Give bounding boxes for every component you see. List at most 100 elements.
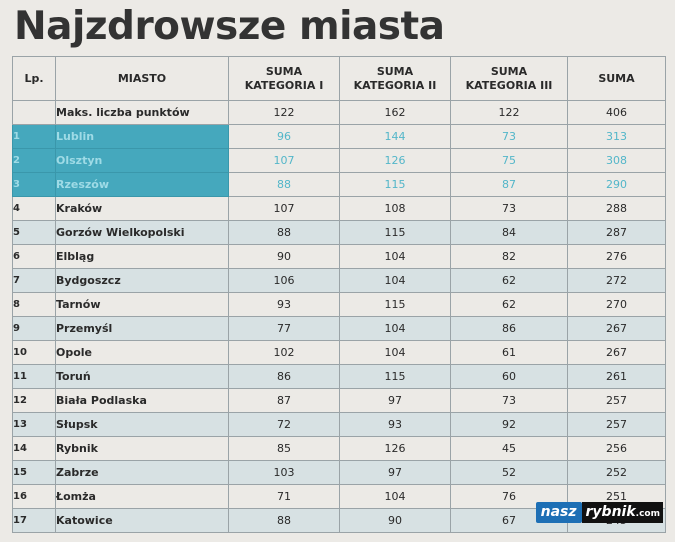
sum-cell: 308	[567, 148, 666, 173]
category-3-cell: 61	[450, 340, 568, 365]
category-1-cell: 77	[228, 316, 340, 341]
category-2-cell: 108	[339, 196, 451, 221]
category-3-cell: 52	[450, 460, 568, 485]
category-2-cell: 144	[339, 124, 451, 149]
sum-cell: 256	[567, 436, 666, 461]
category-2-cell: 104	[339, 484, 451, 509]
city-cell: Tarnów	[55, 292, 229, 317]
column-header-category-3-line-1: SUMA	[490, 64, 528, 78]
max-points-sum: 406	[567, 100, 666, 125]
column-header-category-1-line-2: KATEGORIA I	[244, 78, 324, 92]
table-row: 6 Elbląg 90 104 82 276	[12, 244, 666, 269]
rank-cell: 9	[12, 316, 56, 341]
page-title: Najzdrowsze miasta	[14, 4, 445, 49]
rank-cell: 16	[12, 484, 56, 509]
table-row: 16 Łomża 71 104 76 251	[12, 484, 666, 509]
sum-cell: 257	[567, 412, 666, 437]
rank-cell: 1	[12, 124, 56, 149]
table-row: 4 Kraków 107 108 73 288	[12, 196, 666, 221]
max-points-category-2: 162	[339, 100, 451, 125]
category-3-cell: 73	[450, 388, 568, 413]
category-1-cell: 85	[228, 436, 340, 461]
column-header-category-2-line-2: KATEGORIA II	[353, 78, 437, 92]
city-cell: Katowice	[55, 508, 229, 533]
max-points-label: Maks. liczba punktów	[55, 100, 229, 125]
column-header-category-1-line-1: SUMA	[265, 64, 303, 78]
rank-cell: 12	[12, 388, 56, 413]
city-cell: Toruń	[55, 364, 229, 389]
column-header-category-3: SUMA KATEGORIA III	[450, 56, 568, 101]
city-cell: Łomża	[55, 484, 229, 509]
category-1-cell: 88	[228, 172, 340, 197]
category-1-cell: 107	[228, 196, 340, 221]
table-row: 14 Rybnik 85 126 45 256	[12, 436, 666, 461]
category-1-cell: 102	[228, 340, 340, 365]
watermark-logo-name: rybnik	[585, 504, 636, 520]
category-3-cell: 84	[450, 220, 568, 245]
category-2-cell: 126	[339, 148, 451, 173]
category-3-cell: 75	[450, 148, 568, 173]
category-1-cell: 103	[228, 460, 340, 485]
rank-cell: 13	[12, 412, 56, 437]
category-1-cell: 87	[228, 388, 340, 413]
category-2-cell: 93	[339, 412, 451, 437]
sum-cell: 261	[567, 364, 666, 389]
city-cell: Opole	[55, 340, 229, 365]
column-header-category-1: SUMA KATEGORIA I	[228, 56, 340, 101]
table-row: 1 Lublin 96 144 73 313	[12, 124, 666, 149]
category-3-cell: 73	[450, 196, 568, 221]
category-2-cell: 115	[339, 220, 451, 245]
column-header-lp: Lp.	[12, 56, 56, 101]
city-cell: Elbląg	[55, 244, 229, 269]
category-3-cell: 62	[450, 292, 568, 317]
watermark-logo-part-1: nasz	[535, 502, 582, 523]
category-2-cell: 104	[339, 244, 451, 269]
column-header-category-3-line-2: KATEGORIA III	[465, 78, 553, 92]
category-1-cell: 71	[228, 484, 340, 509]
category-1-cell: 106	[228, 268, 340, 293]
category-1-cell: 88	[228, 220, 340, 245]
category-2-cell: 104	[339, 316, 451, 341]
rank-cell: 14	[12, 436, 56, 461]
ranking-table: Lp. MIASTO SUMA KATEGORIA I SUMA KATEGOR…	[12, 56, 666, 533]
sum-cell: 272	[567, 268, 666, 293]
sum-cell: 257	[567, 388, 666, 413]
city-cell: Przemyśl	[55, 316, 229, 341]
max-points-row: Maks. liczba punktów 122 162 122 406	[12, 100, 666, 125]
category-3-cell: 82	[450, 244, 568, 269]
sum-cell: 290	[567, 172, 666, 197]
table-row: 12 Biała Podlaska 87 97 73 257	[12, 388, 666, 413]
table-row: 13 Słupsk 72 93 92 257	[12, 412, 666, 437]
table-row: 9 Przemyśl 77 104 86 267	[12, 316, 666, 341]
category-2-cell: 97	[339, 460, 451, 485]
sum-cell: 252	[567, 460, 666, 485]
column-header-category-2-line-1: SUMA	[376, 64, 414, 78]
rank-cell: 15	[12, 460, 56, 485]
table-row: 11 Toruń 86 115 60 261	[12, 364, 666, 389]
table-row: 15 Zabrze 103 97 52 252	[12, 460, 666, 485]
category-2-cell: 115	[339, 172, 451, 197]
category-2-cell: 97	[339, 388, 451, 413]
category-3-cell: 45	[450, 436, 568, 461]
sum-cell: 267	[567, 340, 666, 365]
rank-cell: 4	[12, 196, 56, 221]
category-1-cell: 90	[228, 244, 340, 269]
sum-cell: 267	[567, 316, 666, 341]
category-3-cell: 62	[450, 268, 568, 293]
table-row: 3 Rzeszów 88 115 87 290	[12, 172, 666, 197]
city-cell: Biała Podlaska	[55, 388, 229, 413]
table-row: 5 Gorzów Wielkopolski 88 115 84 287	[12, 220, 666, 245]
category-3-cell: 87	[450, 172, 568, 197]
table-body: Maks. liczba punktów 122 162 122 406 1 Lu…	[12, 100, 666, 533]
category-2-cell: 104	[339, 268, 451, 293]
rank-cell: 6	[12, 244, 56, 269]
max-points-category-1: 122	[228, 100, 340, 125]
city-cell: Olsztyn	[55, 148, 229, 173]
table-header-row: Lp. MIASTO SUMA KATEGORIA I SUMA KATEGOR…	[12, 56, 666, 101]
rank-cell: 11	[12, 364, 56, 389]
sum-cell: 276	[567, 244, 666, 269]
city-cell: Gorzów Wielkopolski	[55, 220, 229, 245]
city-cell: Kraków	[55, 196, 229, 221]
sum-cell: 313	[567, 124, 666, 149]
column-header-sum: SUMA	[567, 56, 666, 101]
